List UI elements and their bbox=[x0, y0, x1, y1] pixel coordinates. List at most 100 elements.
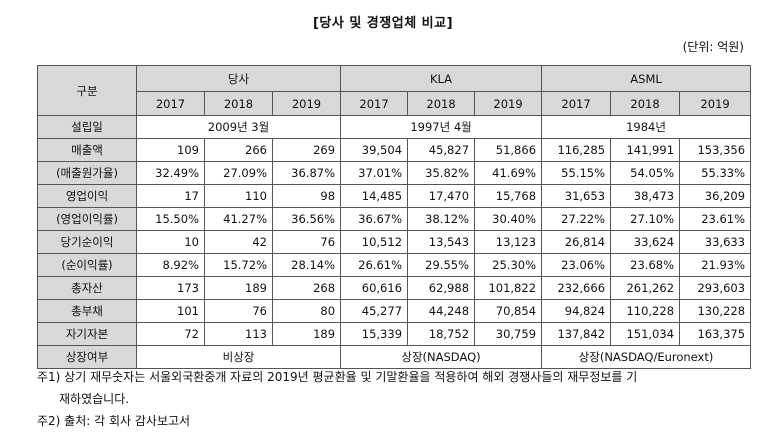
table-row-total-liabilities: 총부채 101 76 80 45,277 44,248 70,854 94,82… bbox=[37, 299, 752, 323]
header-year: 2019 bbox=[679, 91, 752, 116]
table-cell: 137,842 bbox=[541, 322, 612, 346]
header-year: 2019 bbox=[474, 91, 543, 116]
founded-kla: 1997년 4월 bbox=[340, 115, 543, 139]
table-cell: 55.33% bbox=[679, 161, 752, 185]
table-cell: 266 bbox=[204, 138, 273, 162]
table-cell: 26,814 bbox=[541, 230, 612, 254]
table-cell: 41.27% bbox=[204, 207, 273, 231]
table-cell: 45,277 bbox=[340, 299, 409, 323]
table-cell: 163,375 bbox=[679, 322, 752, 346]
table-cell: 42 bbox=[204, 230, 273, 254]
founded-asml: 1984년 bbox=[541, 115, 752, 139]
unit-label: (단위: 억원) bbox=[682, 40, 744, 54]
table-cell: 269 bbox=[271, 138, 342, 162]
table-cell: 31,653 bbox=[541, 184, 612, 208]
table-cell: 13,543 bbox=[407, 230, 476, 254]
row-label: (매출원가율) bbox=[37, 161, 137, 185]
table-cell: 15.72% bbox=[204, 253, 273, 277]
table-cell: 38,473 bbox=[610, 184, 681, 208]
table-cell: 27.10% bbox=[610, 207, 681, 231]
header-company-asml: ASML bbox=[541, 65, 752, 92]
table-cell: 232,666 bbox=[541, 276, 612, 300]
table-cell: 33,633 bbox=[679, 230, 752, 254]
table-cell: 14,485 bbox=[340, 184, 409, 208]
row-label: 매출액 bbox=[37, 138, 137, 162]
table-cell: 293,603 bbox=[679, 276, 752, 300]
table-cell: 15,339 bbox=[340, 322, 409, 346]
table-cell: 51,866 bbox=[474, 138, 543, 162]
table-cell: 76 bbox=[204, 299, 273, 323]
table-cell: 268 bbox=[271, 276, 342, 300]
listing-asml: 상장(NASDAQ/Euronext) bbox=[541, 345, 752, 369]
header-year: 2018 bbox=[407, 91, 476, 116]
header-year: 2018 bbox=[610, 91, 681, 116]
row-label: (순이익률) bbox=[37, 253, 137, 277]
table-cell: 36.67% bbox=[340, 207, 409, 231]
table-cell: 44,248 bbox=[407, 299, 476, 323]
table-cell: 101 bbox=[136, 299, 205, 323]
table-cell: 109 bbox=[136, 138, 205, 162]
footnote-2: 주2) 출처: 각 회사 감사보고서 bbox=[37, 414, 191, 428]
row-label: 자기자본 bbox=[37, 322, 137, 346]
table-cell: 113 bbox=[204, 322, 273, 346]
listing-kla: 상장(NASDAQ) bbox=[340, 345, 543, 369]
table-cell: 173 bbox=[136, 276, 205, 300]
table-row-operating-margin: (영업이익률) 15.50% 41.27% 36.56% 36.67% 38.1… bbox=[37, 207, 752, 231]
row-label: 총부채 bbox=[37, 299, 137, 323]
comparison-table: 구분 당사 KLA ASML 2017 2018 2019 2017 2018 … bbox=[37, 65, 752, 369]
table-cell: 110 bbox=[204, 184, 273, 208]
table-cell: 60,616 bbox=[340, 276, 409, 300]
page-title: [당사 및 경쟁업체 비교] bbox=[312, 16, 454, 31]
header-category: 구분 bbox=[37, 65, 137, 116]
row-label: 총자산 bbox=[37, 276, 137, 300]
table-cell: 94,824 bbox=[541, 299, 612, 323]
table-cell: 36.56% bbox=[271, 207, 342, 231]
table-cell: 153,356 bbox=[679, 138, 752, 162]
table-cell: 36.87% bbox=[271, 161, 342, 185]
table-cell: 70,854 bbox=[474, 299, 543, 323]
table-row-founded: 설립일 2009년 3월 1997년 4월 1984년 bbox=[37, 115, 752, 139]
table-cell: 23.61% bbox=[679, 207, 752, 231]
header-year: 2018 bbox=[204, 91, 273, 116]
table-row-cogs-ratio: (매출원가율) 32.49% 27.09% 36.87% 37.01% 35.8… bbox=[37, 161, 752, 185]
table-cell: 130,228 bbox=[679, 299, 752, 323]
row-label: 당기순이익 bbox=[37, 230, 137, 254]
table-cell: 28.14% bbox=[271, 253, 342, 277]
table-cell: 36,209 bbox=[679, 184, 752, 208]
table-cell: 110,228 bbox=[610, 299, 681, 323]
table-cell: 23.68% bbox=[610, 253, 681, 277]
header-company-ours: 당사 bbox=[135, 65, 342, 92]
table-cell: 26.61% bbox=[340, 253, 409, 277]
table-cell: 27.09% bbox=[204, 161, 273, 185]
header-year: 2017 bbox=[340, 91, 409, 116]
table-cell: 37.01% bbox=[340, 161, 409, 185]
table-cell: 15.50% bbox=[136, 207, 205, 231]
table-cell: 10,512 bbox=[340, 230, 409, 254]
table-cell: 38.12% bbox=[407, 207, 476, 231]
table-cell: 72 bbox=[136, 322, 205, 346]
row-label: 영업이익 bbox=[37, 184, 137, 208]
table-cell: 23.06% bbox=[541, 253, 612, 277]
listing-ours: 비상장 bbox=[135, 345, 342, 369]
table-row-net-margin: (순이익률) 8.92% 15.72% 28.14% 26.61% 29.55%… bbox=[37, 253, 752, 277]
table-row-total-assets: 총자산 173 189 268 60,616 62,988 101,822 23… bbox=[37, 276, 752, 300]
table-cell: 35.82% bbox=[407, 161, 476, 185]
header-row-companies: 구분 당사 KLA ASML bbox=[37, 65, 752, 116]
header-year: 2017 bbox=[136, 91, 205, 116]
header-year: 2019 bbox=[271, 91, 342, 116]
table-cell: 41.69% bbox=[474, 161, 543, 185]
table-cell: 21.93% bbox=[679, 253, 752, 277]
header-row-years: 2017 2018 2019 2017 2018 2019 2017 2018 … bbox=[38, 91, 752, 116]
table-row-equity: 자기자본 72 113 189 15,339 18,752 30,759 137… bbox=[37, 322, 752, 346]
row-label: (영업이익률) bbox=[37, 207, 137, 231]
table-row-net-income: 당기순이익 10 42 76 10,512 13,543 13,123 26,8… bbox=[37, 230, 752, 254]
table-cell: 151,034 bbox=[610, 322, 681, 346]
header-year: 2017 bbox=[541, 91, 612, 116]
table-cell: 18,752 bbox=[407, 322, 476, 346]
header-company-kla: KLA bbox=[340, 65, 543, 92]
table-cell: 30.40% bbox=[474, 207, 543, 231]
table-cell: 62,988 bbox=[407, 276, 476, 300]
table-cell: 101,822 bbox=[474, 276, 543, 300]
table-cell: 32.49% bbox=[136, 161, 205, 185]
table-cell: 17 bbox=[136, 184, 205, 208]
